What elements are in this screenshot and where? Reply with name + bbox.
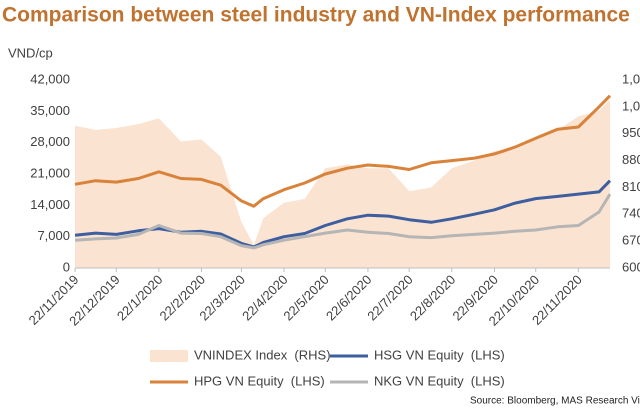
- y2-tick-label: 950: [622, 125, 640, 140]
- area: [75, 99, 610, 268]
- y-tick-label: 42,000: [30, 71, 70, 86]
- y2-tick-label: 810: [622, 179, 640, 194]
- y-tick-label: 14,000: [30, 197, 70, 212]
- legend-label: HPG VN Equity (LHS): [194, 373, 325, 388]
- y-tick-label: 35,000: [30, 103, 70, 118]
- source-note: Source: Bloomberg, MAS Research Vietnam: [470, 396, 640, 407]
- y2-tick-label: 1,090: [622, 71, 640, 86]
- y-tick-label: 0: [63, 259, 70, 274]
- plot: [74, 94, 612, 268]
- legend-label: HSG VN Equity (LHS): [374, 347, 505, 362]
- y2-tick-label: 600: [622, 259, 640, 274]
- y2-tick-label: 1,020: [622, 98, 640, 113]
- x-tick-label: 22/1/2020: [114, 272, 166, 324]
- y-axis-label: VND/cp: [8, 45, 53, 60]
- y2-tick-label: 670: [622, 233, 640, 248]
- y-tick-label: 7,000: [37, 228, 70, 243]
- legend-label: VNINDEX Index (RHS): [194, 347, 331, 362]
- line: [74, 193, 612, 250]
- chart-title: Comparison between steel industry and VN…: [2, 4, 630, 27]
- legend-label: NKG VN Equity (LHS): [374, 373, 505, 388]
- legend-swatch: [150, 350, 188, 362]
- y-tick-label: 28,000: [30, 134, 70, 149]
- y2-tick-label: 880: [622, 152, 640, 167]
- x-tick-label: 22/8/2020: [407, 272, 459, 324]
- y-tick-label: 21,000: [30, 165, 70, 180]
- x-tick-label: 22/7/2020: [364, 272, 416, 324]
- y2-tick-label: 740: [622, 206, 640, 221]
- line: [74, 94, 612, 208]
- x-tick-label: 22/5/2020: [280, 272, 332, 324]
